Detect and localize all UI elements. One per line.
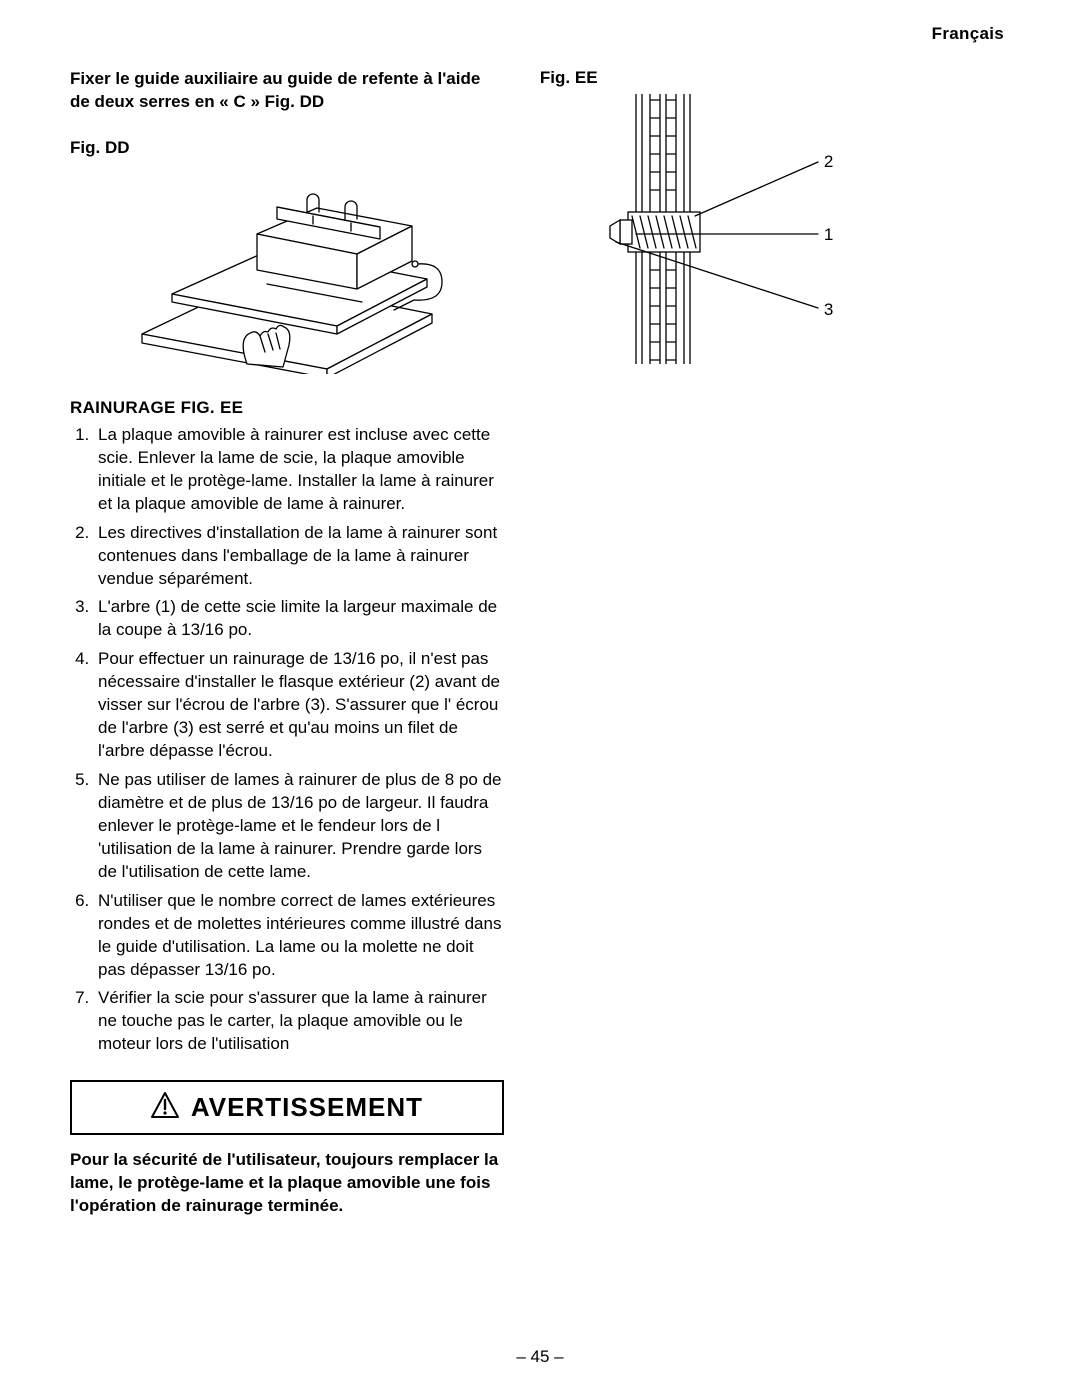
table-saw-icon (117, 164, 457, 374)
callout-2: 2 (824, 152, 833, 172)
callout-3: 3 (824, 300, 833, 320)
warning-label: AVERTISSEMENT (191, 1092, 423, 1123)
fig-ee-label: Fig. EE (540, 68, 1010, 88)
list-item: N'utiliser que le nombre correct de lame… (94, 890, 504, 982)
left-column: Fixer le guide auxiliaire au guide de re… (70, 68, 504, 1218)
steps-list: La plaque amovible à rainurer est inclus… (70, 424, 504, 1056)
fig-ee-diagram: 2 1 3 (540, 94, 1010, 364)
list-item: Pour effectuer un rainurage de 13/16 po,… (94, 648, 504, 763)
callout-1: 1 (824, 225, 833, 245)
list-item: L'arbre (1) de cette scie limite la larg… (94, 596, 504, 642)
arbor-assembly-icon (580, 94, 840, 364)
language-label: Français (70, 24, 1010, 44)
fig-dd-label: Fig. DD (70, 138, 504, 158)
list-item: La plaque amovible à rainurer est inclus… (94, 424, 504, 516)
right-column: Fig. EE (540, 68, 1010, 1218)
fig-dd-diagram (70, 164, 504, 374)
list-item: Vérifier la scie pour s'assurer que la l… (94, 987, 504, 1056)
intro-paragraph: Fixer le guide auxiliaire au guide de re… (70, 68, 504, 114)
warning-triangle-icon (151, 1092, 179, 1123)
warning-text: Pour la sécurité de l'utilisateur, toujo… (70, 1149, 504, 1218)
section-heading: RAINURAGE FIG. EE (70, 398, 504, 418)
list-item: Ne pas utiliser de lames à rainurer de p… (94, 769, 504, 884)
page-number: – 45 – (0, 1347, 1080, 1367)
warning-box: AVERTISSEMENT (70, 1080, 504, 1135)
list-item: Les directives d'installation de la lame… (94, 522, 504, 591)
